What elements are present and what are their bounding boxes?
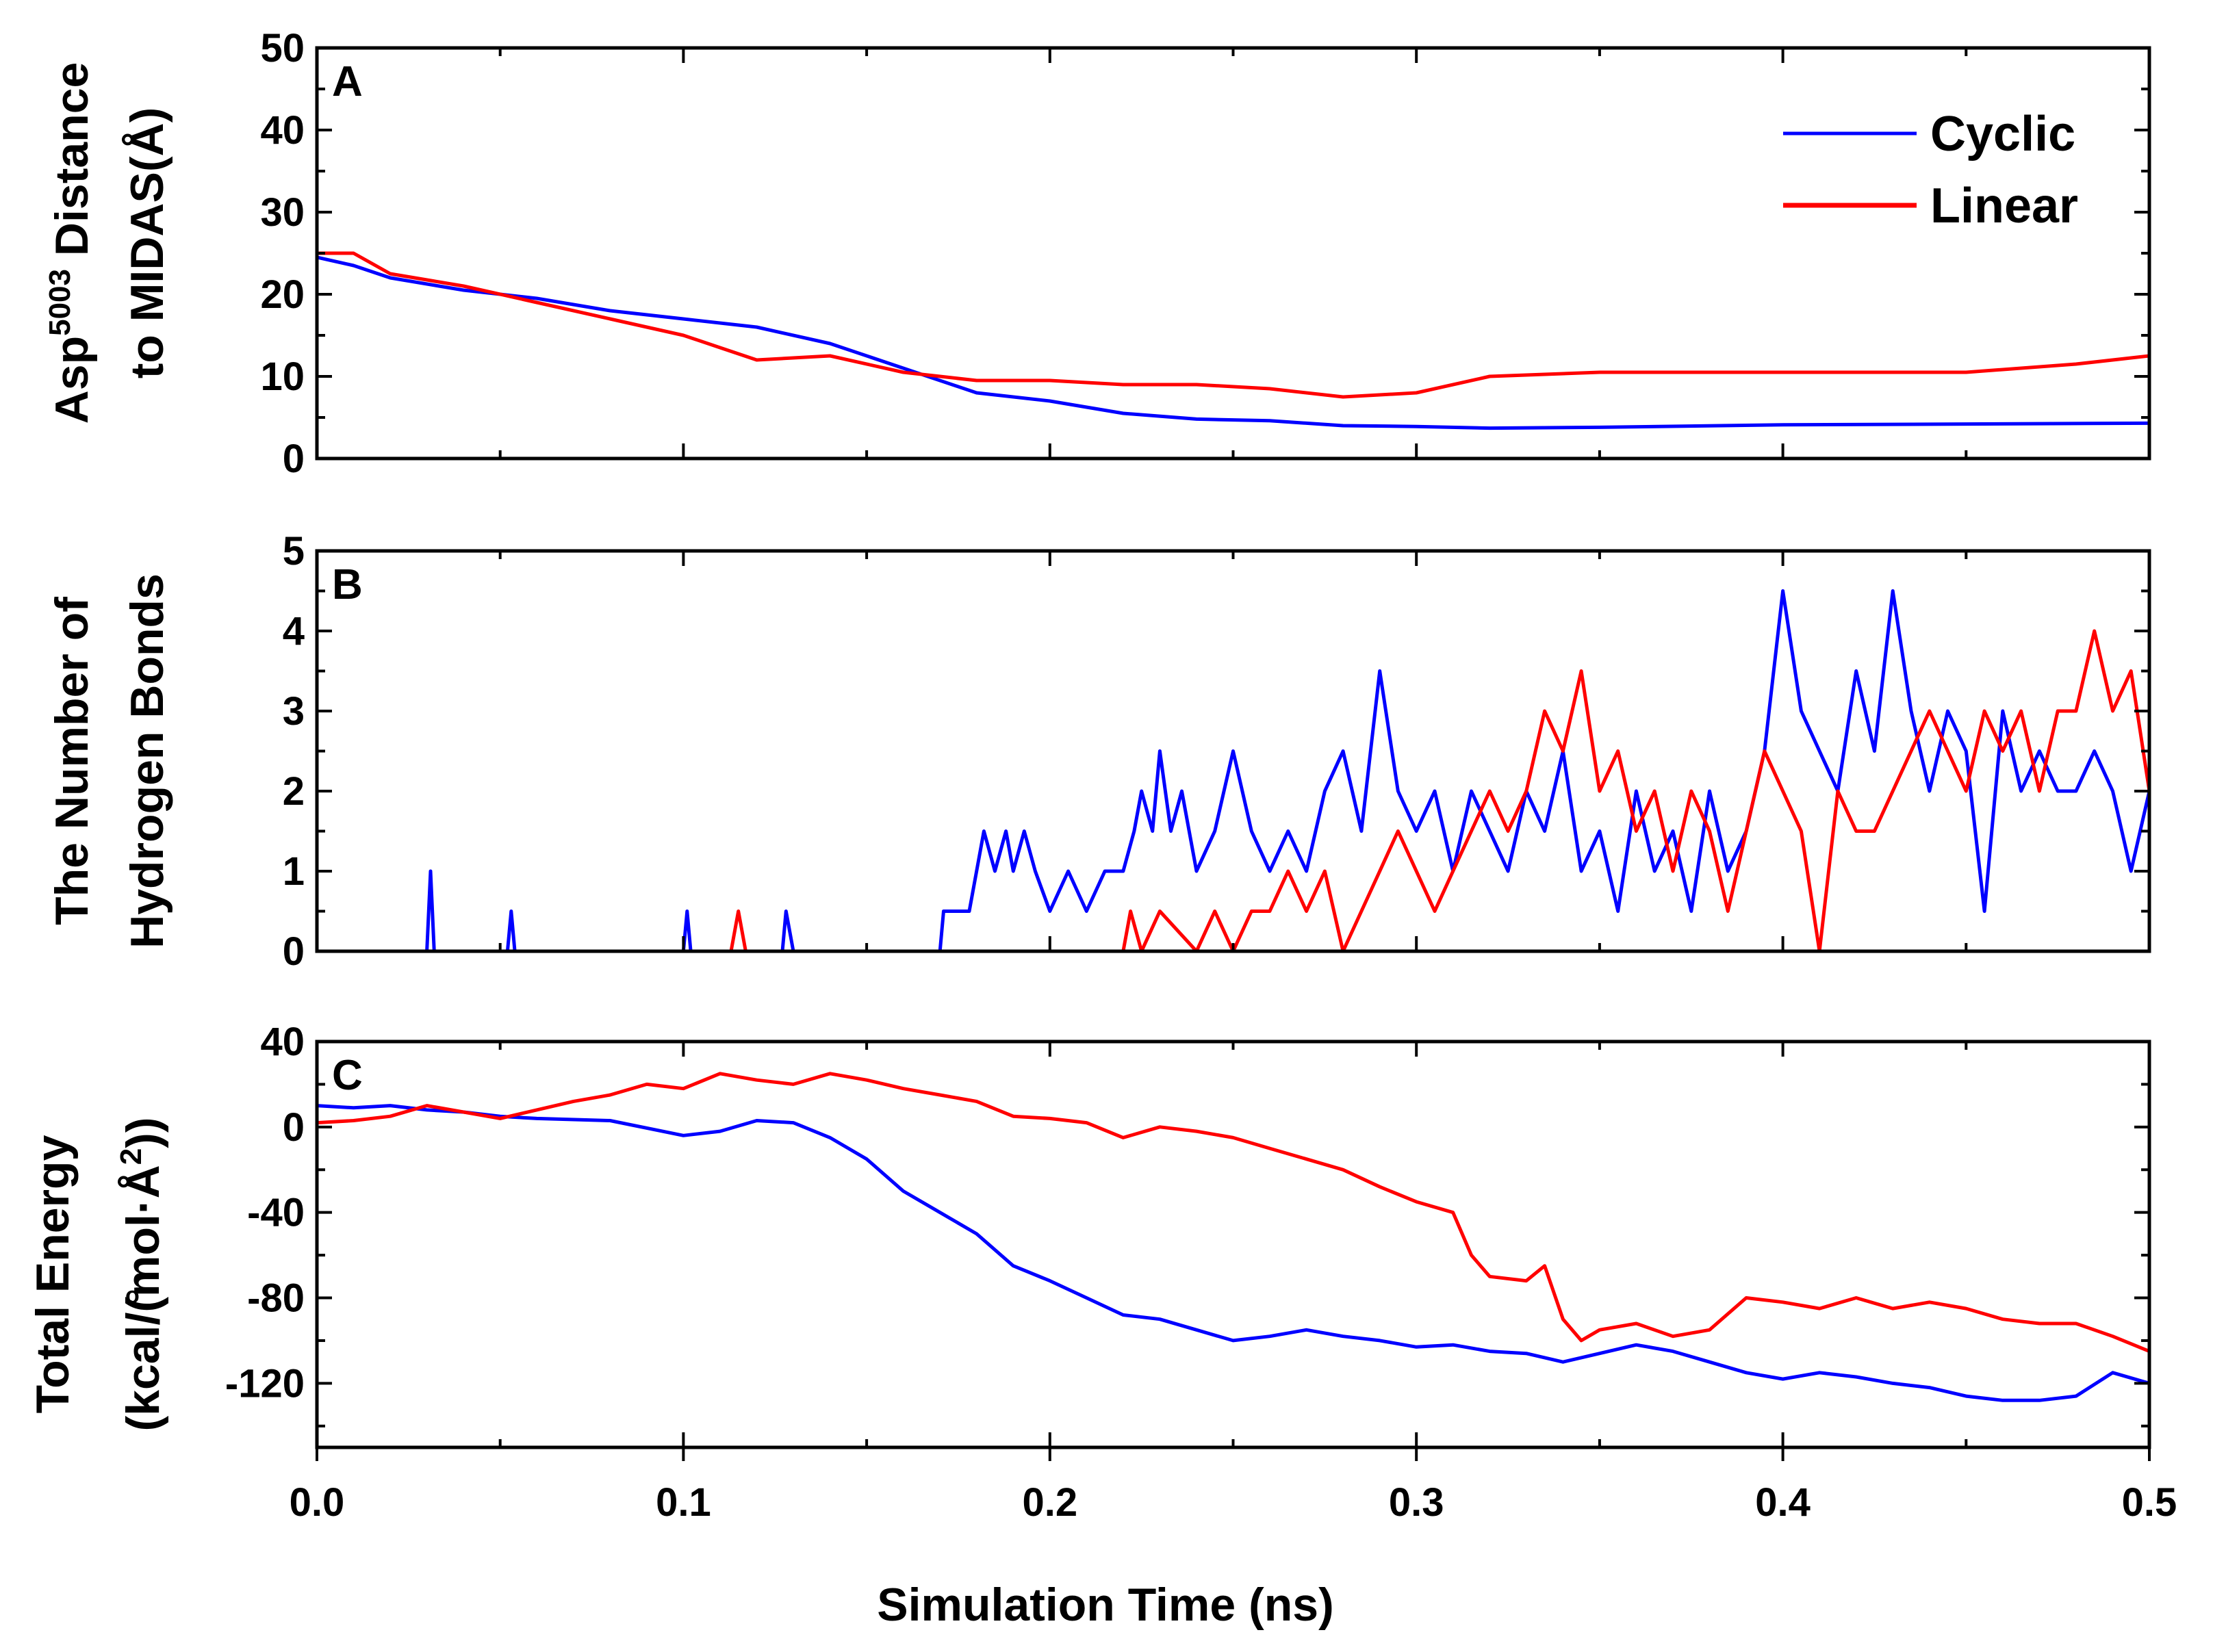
- panel-c-ylabel-line2: (kcal/(mol·Å2)): [114, 1118, 169, 1432]
- panel-a-ylabel-line2: to MIDAS(Å): [121, 107, 173, 379]
- panel-c-ytick-label: 40: [260, 1020, 305, 1064]
- panel-a-ytick-label: 0: [283, 437, 305, 481]
- series-line-a-linear: [317, 251, 2149, 399]
- series-line-a-cyclic: [317, 255, 2149, 430]
- panel-c-letter: C: [332, 1052, 363, 1099]
- panel-b-ytick-label: 0: [283, 929, 305, 974]
- series-line-b-cyclic: [317, 589, 2149, 951]
- x-tick-label: 0.5: [2122, 1480, 2177, 1525]
- panel-c-ylabel-sup: 2: [114, 1148, 148, 1165]
- legend-label-linear: Linear: [1930, 179, 2078, 233]
- panel-b-ytick-label: 5: [283, 529, 305, 573]
- panel-c-ylabel-post: )): [117, 1118, 169, 1148]
- panel-b-ylabel-line1: The Number of: [46, 597, 98, 925]
- series-line-c-cyclic: [317, 1104, 2149, 1402]
- panel-b-ytick-label: 3: [283, 689, 305, 734]
- panel-a-ylabel-sup: 5003: [43, 269, 77, 336]
- panel-b: 0 1 2 3 4 5B: [283, 529, 2151, 974]
- panel-a-ylabel-rest: Distance: [46, 62, 98, 269]
- panels: 0 10 20 30 40 50 A 0 1 2 3 4 5B -120 -80 -40 0 40 C 0.0 0.1 0…: [225, 26, 2177, 1525]
- panel-a-ytick-label: 30: [260, 190, 305, 235]
- x-tick-label: 0.0: [290, 1480, 345, 1525]
- panel-a-ytick-label: 40: [260, 108, 305, 153]
- legend: Cyclic Linear: [1783, 107, 2078, 233]
- panel-c-frame: [315, 1040, 2151, 1449]
- panel-b-ytick-label: 4: [283, 609, 305, 654]
- panel-c-ylabel-pre: (kcal/(mol·: [117, 1198, 169, 1431]
- panel-c-ylabel-line1: Total Energy: [27, 1135, 79, 1413]
- x-tick-label: 0.1: [656, 1480, 711, 1525]
- panel-b-letter: B: [332, 561, 363, 608]
- panel-a-letter: A: [332, 58, 363, 105]
- x-axis-title: Simulation Time (ns): [877, 1579, 1333, 1631]
- panel-a-ytick-label: 10: [260, 354, 305, 399]
- x-tick-label: 0.2: [1022, 1480, 1077, 1525]
- panel-c-ytick-label: -40: [247, 1191, 305, 1235]
- x-tick-label: 0.4: [1755, 1480, 1811, 1525]
- series-line-b-linear: [317, 629, 2149, 951]
- panel-c-ylabel-unit: Å: [117, 1165, 169, 1198]
- panel-b-ytick-label: 1: [283, 849, 305, 894]
- panel-c-ytick-label: -80: [247, 1276, 305, 1321]
- panel-a-frame: [315, 46, 2151, 461]
- legend-label-cyclic: Cyclic: [1930, 107, 2075, 162]
- panel-a-ytick-label: 50: [260, 26, 305, 70]
- panel-c-ytick-label: 0: [283, 1105, 305, 1150]
- panel-b-ytick-label: 2: [283, 769, 305, 814]
- panel-a-ylabel-main: Asp: [46, 336, 98, 424]
- panel-b-ylabel-line2: Hydrogen Bonds: [121, 573, 173, 948]
- panel-c: -120 -80 -40 0 40 C: [225, 1020, 2151, 1461]
- panel-c-ylabel-ring: o: [125, 1282, 140, 1308]
- panel-a: 0 10 20 30 40 50 A: [260, 26, 2151, 481]
- panel-c-ytick-label: -120: [225, 1361, 305, 1406]
- panel-a-ytick-label: 20: [260, 272, 305, 317]
- x-tick-label: 0.3: [1389, 1480, 1444, 1525]
- panel-a-ylabel-line1: Asp5003 Distance: [43, 62, 98, 424]
- series-line-c-linear: [317, 1072, 2149, 1353]
